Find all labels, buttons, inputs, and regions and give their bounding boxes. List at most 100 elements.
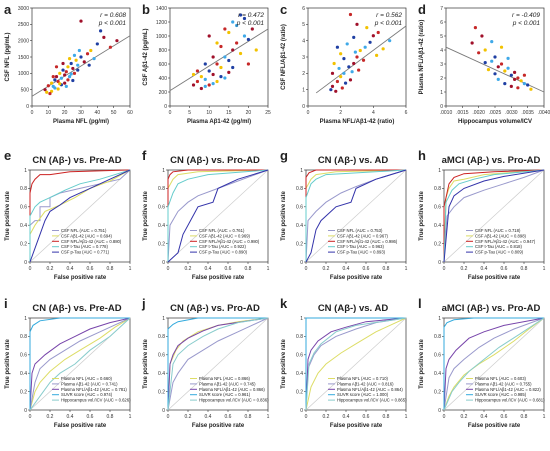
scatter-point — [477, 51, 481, 55]
y-tick-label: 0.2 — [434, 241, 441, 247]
y-tick-label: 0.8 — [158, 334, 165, 340]
x-tick-label: 1 — [267, 266, 270, 272]
y-tick-label: 0.8 — [158, 186, 165, 192]
regression-line — [169, 28, 269, 91]
scatter-point — [357, 68, 361, 72]
scatter-point — [67, 57, 72, 61]
y-tick-label: 1 — [302, 87, 305, 93]
scatter-point — [231, 48, 235, 52]
panel-g: g CN (Aβ-) vs. AD 0 0.2 0.4 0.6 0.8 1 0 0.2 0.4 0.6… — [280, 148, 408, 281]
panel-j: j CN (Aβ-) vs. Pro-AD 0 0.2 0.4 0.6 0.8 1 0 0.2 0.… — [141, 296, 270, 429]
x-axis-label: Plasma NFL (pg/ml) — [53, 119, 109, 125]
legend-entry: SUVR score (AUC = 1.000) — [337, 392, 389, 397]
panel-a: a 0 10 20 30 40 50 60 0 500 1000 1500 2000 2500 3000 Pl… — [4, 2, 133, 125]
scatter-point — [64, 84, 68, 88]
x-tick-label: 0 — [29, 414, 32, 420]
y-tick-label: 1 — [440, 90, 443, 96]
y-axis-label: CSF Aβ1-42 (pg/mL) — [143, 28, 149, 85]
y-tick-label: 0.4 — [158, 371, 165, 377]
roc-curve — [305, 317, 406, 410]
scatter-point — [330, 71, 335, 75]
scatter-point — [79, 55, 83, 59]
y-tick-label: 0.6 — [296, 205, 303, 211]
legend-entry: Plasma NFL (AUC = 0.660) — [61, 376, 113, 381]
scatter-point — [496, 65, 500, 69]
x-tick-label: 1 — [405, 266, 408, 272]
legend-entry: CSF NFL/Aβ1-42 (AUC = 0.947) — [475, 239, 536, 244]
x-axis-label: Plasma NFL/Aβ1-42 (ratio) — [320, 119, 395, 125]
panel-letter: e — [4, 148, 11, 163]
scatter-point — [211, 82, 215, 86]
x-tick-label: .0010 — [440, 110, 453, 116]
y-tick-label: 1 — [24, 316, 27, 322]
y-tick-label: 0.8 — [20, 334, 27, 340]
y-axis-label: True positive rate — [419, 190, 425, 240]
scatter-point — [199, 75, 203, 79]
y-tick-label: 800 — [159, 48, 168, 54]
x-tick-label: 0 — [169, 110, 172, 116]
x-tick-label: 0.2 — [323, 414, 330, 420]
scatter-point — [53, 86, 57, 90]
legend-entry: Plasma Aβ1-42 (AUC = 0.745) — [199, 381, 256, 386]
scatter-point — [211, 72, 215, 77]
legend-entry: CSF p-Tau (AUC = 0.893) — [337, 250, 386, 255]
panel-title: aMCI (Aβ-) vs. Pro-AD — [442, 155, 541, 166]
y-tick-label: 1000 — [18, 71, 29, 77]
scatter-point — [203, 62, 207, 66]
y-tick-label: 1 — [438, 168, 441, 174]
x-axis-label: Hippocampus volume/ICV — [458, 119, 532, 125]
legend-entry: CSF p-Tau (AUC = 0.890) — [199, 250, 248, 255]
legend-entry: CSF t-Tau (AUC = 0.818) — [475, 244, 522, 249]
x-tick-label: 0 — [443, 414, 446, 420]
y-tick-label: 0 — [438, 260, 441, 266]
y-tick-label: 600 — [159, 62, 168, 68]
scatter-point — [513, 70, 517, 74]
scatter-point — [339, 75, 343, 79]
scatter-point — [115, 39, 119, 43]
scatter-point — [339, 52, 343, 56]
x-tick-label: 2 — [339, 110, 342, 116]
scatter-point — [69, 72, 73, 76]
scatter-point — [522, 82, 527, 86]
x-tick-label: 0.2 — [461, 266, 468, 272]
x-tick-label: 6 — [405, 110, 408, 116]
scatter-point — [223, 76, 227, 80]
y-tick-label: 3 — [440, 62, 443, 68]
legend-entry: SUVR score (AUC = 0.974) — [61, 392, 113, 397]
panel-letter: g — [280, 148, 288, 163]
panel-title: CN (Aβ-) vs. Pre-AD — [32, 155, 121, 166]
x-tick-label: 20 — [246, 110, 252, 116]
scatter-point — [71, 66, 75, 71]
x-tick-label: 0.4 — [481, 266, 488, 272]
scatter-point — [223, 27, 227, 31]
legend-entry: Plasma Aβ1-42 (AUC = 0.816) — [337, 381, 394, 386]
roc-curve — [167, 169, 268, 262]
scatter-point — [345, 42, 349, 46]
y-tick-label: 500 — [21, 87, 30, 93]
scatter-point — [503, 69, 507, 73]
scatter-point — [473, 26, 477, 30]
y-tick-label: 0.6 — [158, 205, 165, 211]
legend-entry: CSF p-Tau (AUC = 0.809) — [475, 250, 524, 255]
scatter-point — [335, 79, 339, 84]
y-tick-label: 0 — [300, 408, 303, 414]
x-tick-label: 1 — [543, 414, 546, 420]
x-tick-label: 1 — [267, 414, 270, 420]
scatter-point — [231, 20, 235, 24]
y-tick-label: 2500 — [18, 22, 29, 28]
x-tick-label: 0.2 — [47, 266, 54, 272]
y-tick-label: 0 — [438, 408, 441, 414]
scatter-point — [219, 75, 223, 79]
panel-letter: j — [141, 296, 146, 311]
scatter-point — [63, 81, 67, 85]
x-tick-label: 5 — [188, 110, 191, 116]
scatter-point — [375, 53, 379, 57]
scatter-point — [191, 72, 196, 77]
y-axis-label: True positive rate — [281, 190, 287, 240]
y-tick-label: 1400 — [156, 6, 167, 12]
scatter-point — [522, 73, 527, 77]
scatter-point — [74, 58, 78, 62]
panel-letter: b — [142, 2, 150, 17]
roc-curve — [443, 317, 545, 411]
